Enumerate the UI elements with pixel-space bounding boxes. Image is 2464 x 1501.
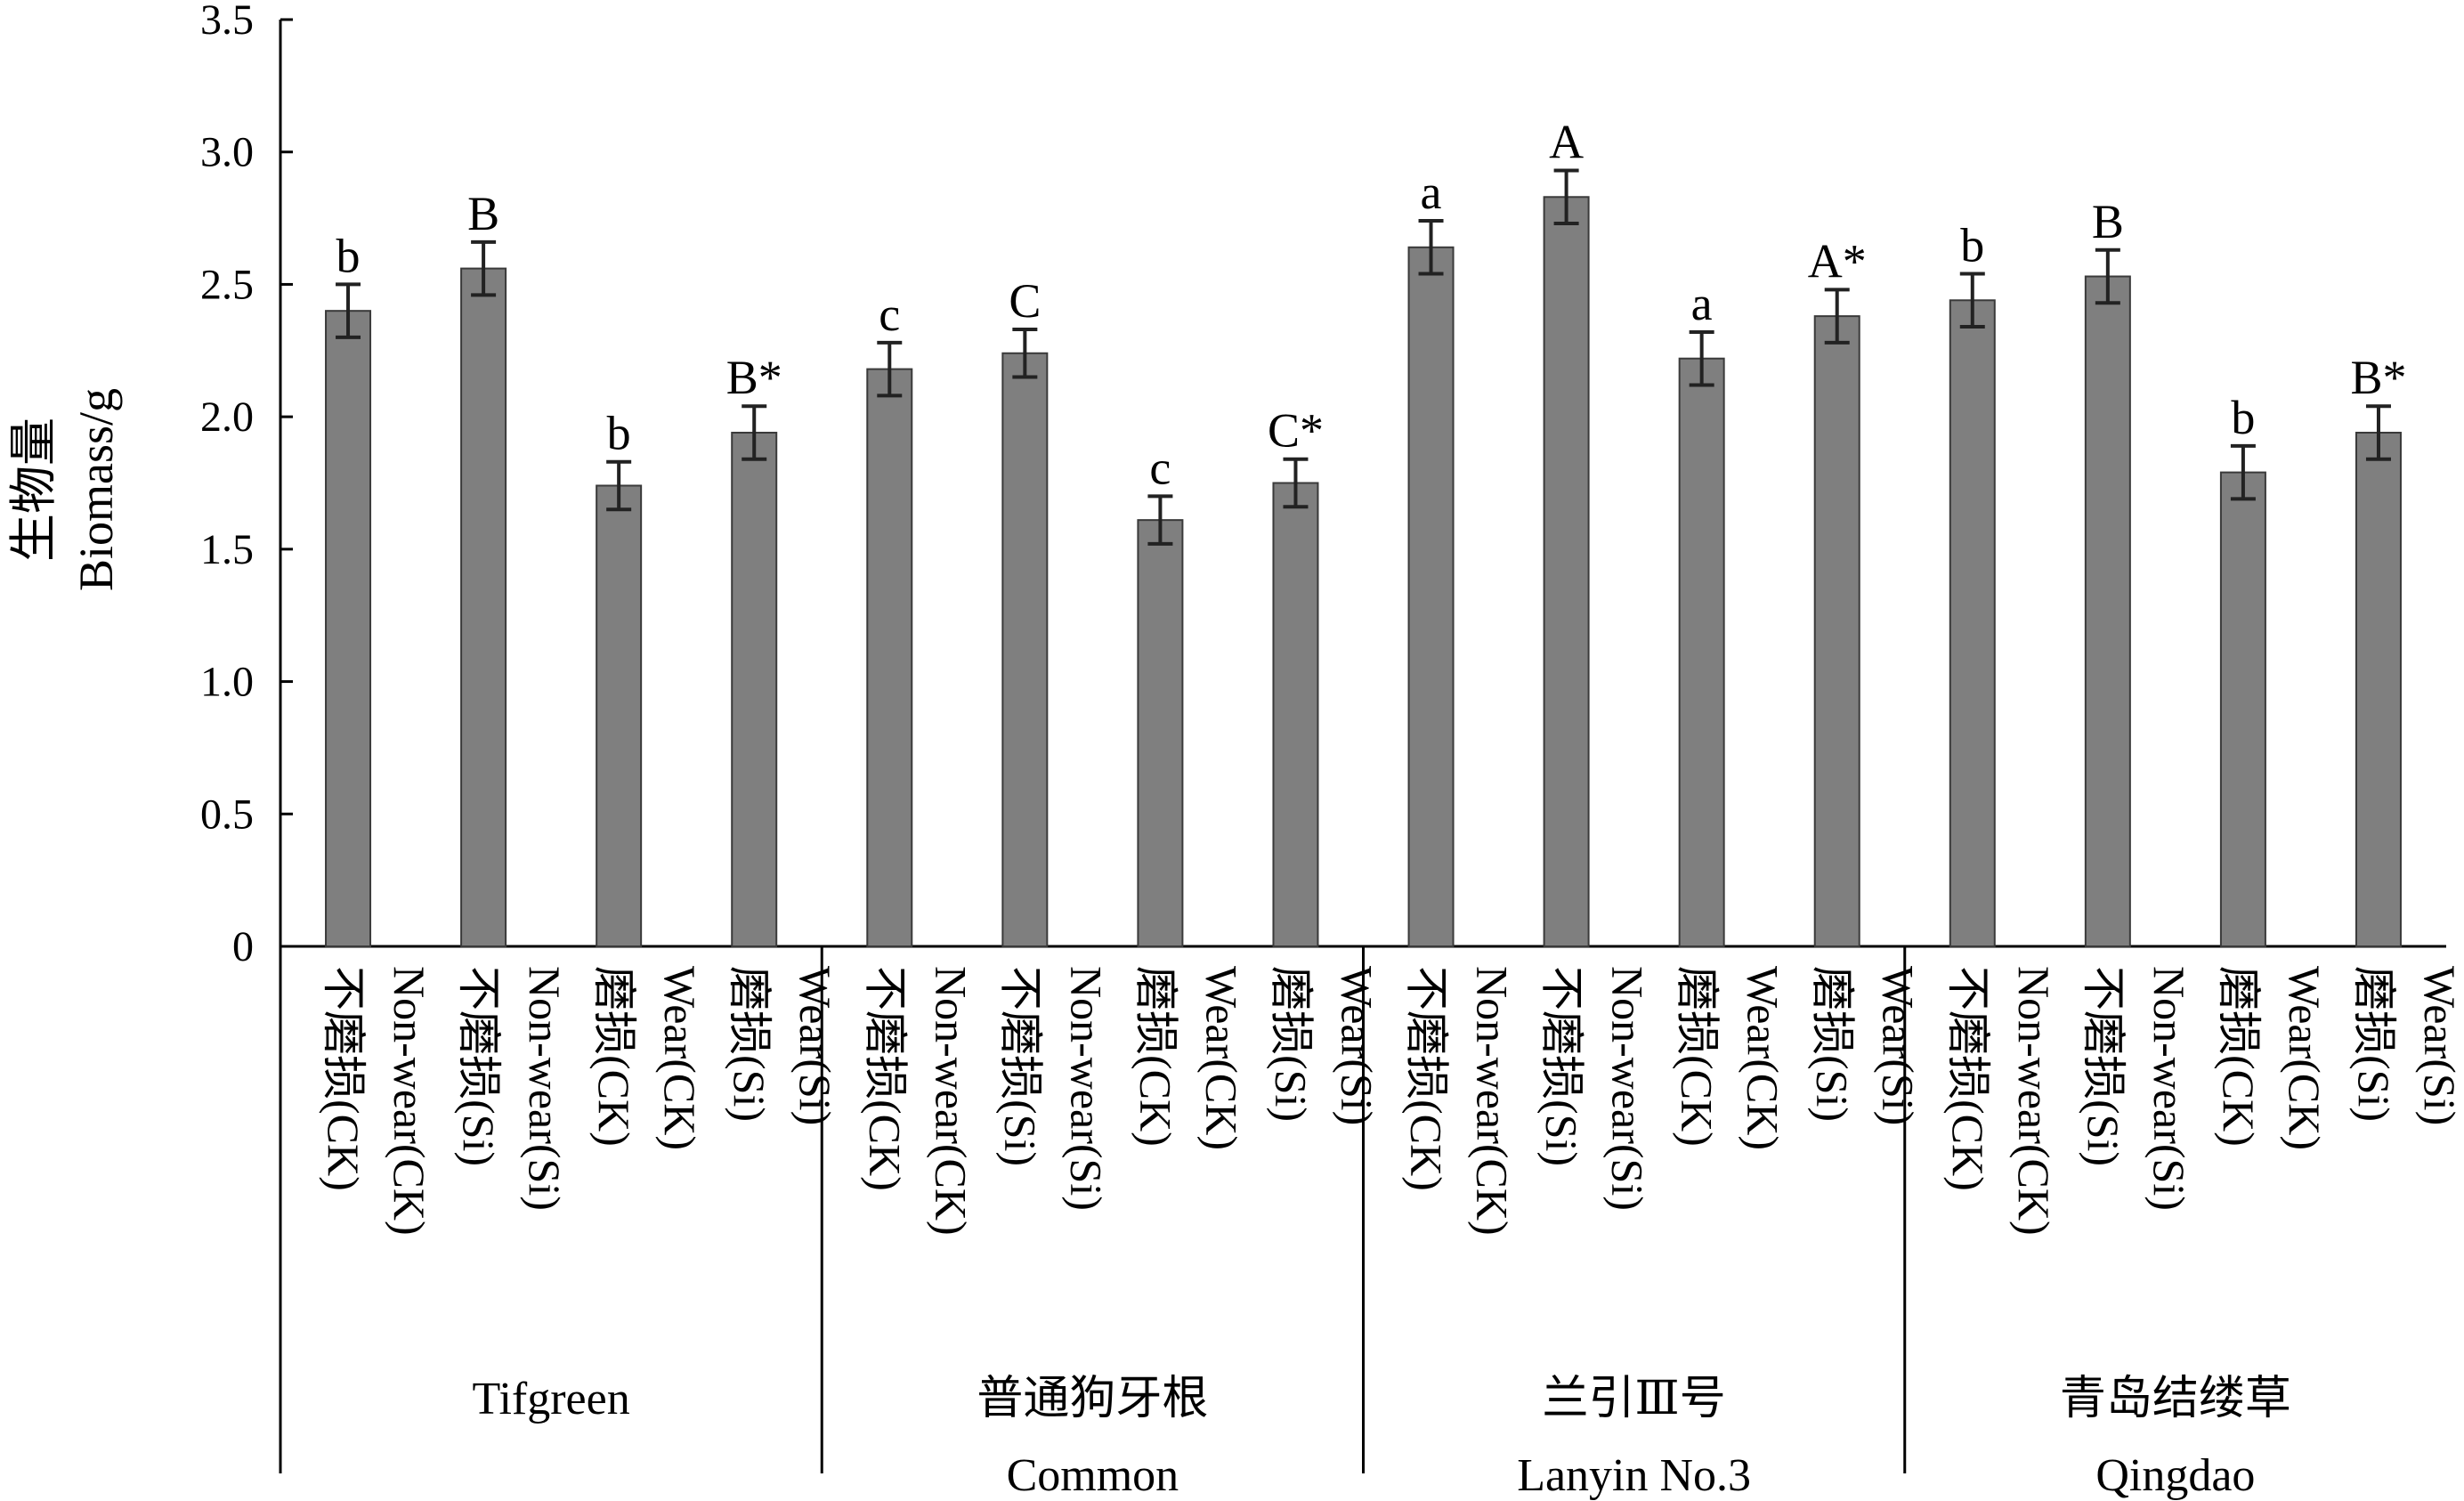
category-label-en: Non-wear(CK) <box>385 966 434 1236</box>
bar <box>325 310 372 947</box>
group-label-en: Qingdao <box>2095 1450 2255 1501</box>
category-labels: 不磨损(CK) Non-wear(CK) 不磨损(Si) Non-wear(Si) 磨损… <box>319 966 2464 1236</box>
category-label-en: Non-wear(Si) <box>2144 966 2194 1211</box>
category-label-en: Wear(CK) <box>655 966 705 1150</box>
significance-label: A <box>1549 116 1584 169</box>
y-tick-label: 1.0 <box>200 659 254 706</box>
y-tick-label: 1.5 <box>200 526 254 573</box>
y-tick-label: 0.5 <box>200 791 254 838</box>
bar <box>2084 275 2131 947</box>
significance-label: C* <box>1268 404 1324 458</box>
bar <box>2355 431 2402 947</box>
significance-label: A* <box>1808 234 1867 288</box>
bar <box>1137 519 1184 947</box>
bars: b Bb B* c Cc C* a Aa A* b Bb B* <box>325 116 2406 947</box>
y-tick-label: 2.5 <box>200 261 254 308</box>
category-label-zh: 不磨损(CK) <box>319 966 369 1191</box>
category-label-zh: 不磨损(Si) <box>454 966 504 1166</box>
category-label-en: Non-wear(Si) <box>520 966 570 1211</box>
significance-label: b <box>1960 219 1984 272</box>
category-label-en: Wear(CK) <box>1196 966 1246 1150</box>
category-label-zh: 磨损(CK) <box>589 966 639 1147</box>
category-label-en: Wear(Si) <box>1874 966 1924 1125</box>
y-axis-title-zh: 生物量 <box>7 418 61 562</box>
y-tick-label: 0 <box>232 923 254 970</box>
significance-label: B <box>2092 195 2124 248</box>
group-label-en: Common <box>1007 1450 1179 1501</box>
y-tick-label: 3.5 <box>200 0 254 44</box>
category-label-zh: 磨损(Si) <box>1266 966 1316 1122</box>
group-label-zh: 青岛结缕草 <box>2060 1374 2291 1424</box>
bar <box>1678 357 1725 947</box>
category-label-en: Non-wear(CK) <box>1468 966 1518 1236</box>
significance-label: B* <box>726 351 782 404</box>
category-label-zh: 磨损(CK) <box>2214 966 2264 1147</box>
significance-label: b <box>2231 391 2255 444</box>
y-axis-title-en: Biomass/g <box>69 388 123 591</box>
y-tick-label: 2.0 <box>200 394 254 441</box>
group-label-en: Tifgreen <box>473 1374 630 1424</box>
bar <box>866 368 913 947</box>
significance-label: B <box>467 187 499 240</box>
category-label-en: Wear(Si) <box>790 966 840 1125</box>
category-label-zh: 磨损(CK) <box>1131 966 1180 1147</box>
significance-label: B* <box>2350 351 2406 404</box>
category-label-zh: 磨损(Si) <box>725 966 774 1122</box>
category-label-zh: 不磨损(Si) <box>1537 966 1587 1166</box>
bar <box>1813 315 1860 947</box>
bar <box>596 484 643 947</box>
bar <box>1407 246 1455 947</box>
bar <box>1272 482 1319 947</box>
group-labels: Tifgreen 普通狗牙根 Common 兰引Ⅲ号 Lanyin No.3 青岛结缕草 Q… <box>473 1374 2291 1501</box>
group-label-en: Lanyin No.3 <box>1517 1450 1751 1501</box>
y-axis-ticks: 0 0.5 1.0 1.5 2.0 2.5 3.0 3.5 <box>200 0 293 970</box>
y-axis-title: 生物量 Biomass/g <box>7 388 123 591</box>
group-label-zh: 兰引Ⅲ号 <box>1543 1374 1726 1424</box>
significance-label: a <box>1691 277 1713 330</box>
significance-label: c <box>1149 441 1171 494</box>
bar <box>1543 196 1590 947</box>
category-label-en: Non-wear(Si) <box>1603 966 1653 1211</box>
category-label-zh: 不磨损(Si) <box>2079 966 2128 1166</box>
significance-label: b <box>607 407 631 460</box>
category-label-zh: 不磨损(CK) <box>1402 966 1452 1191</box>
significance-label: C <box>1009 274 1041 328</box>
category-label-zh: 不磨损(CK) <box>1943 966 1993 1191</box>
group-label-zh: 普通狗牙根 <box>977 1374 1208 1424</box>
category-label-en: Non-wear(CK) <box>926 966 976 1236</box>
category-label-zh: 不磨损(CK) <box>860 966 910 1191</box>
bar <box>1001 352 1049 947</box>
category-label-en: Wear(CK) <box>2280 966 2330 1150</box>
y-tick-label: 3.0 <box>200 129 254 176</box>
category-label-en: Wear(Si) <box>2415 966 2464 1125</box>
category-label-en: Non-wear(Si) <box>1061 966 1111 1211</box>
category-label-en: Wear(CK) <box>1739 966 1788 1150</box>
bar <box>731 431 778 947</box>
category-label-zh: 磨损(Si) <box>1808 966 1858 1122</box>
category-label-en: Non-wear(CK) <box>2009 966 2059 1236</box>
bar <box>1949 299 1996 947</box>
bar <box>2219 471 2266 947</box>
category-label-zh: 磨损(CK) <box>1673 966 1722 1147</box>
significance-label: a <box>1421 166 1442 219</box>
significance-label: c <box>879 288 900 341</box>
category-label-zh: 不磨损(Si) <box>995 966 1045 1166</box>
category-label-zh: 磨损(Si) <box>2349 966 2399 1122</box>
category-label-en: Wear(Si) <box>1332 966 1382 1125</box>
significance-label: b <box>336 229 361 282</box>
bar <box>460 267 507 947</box>
